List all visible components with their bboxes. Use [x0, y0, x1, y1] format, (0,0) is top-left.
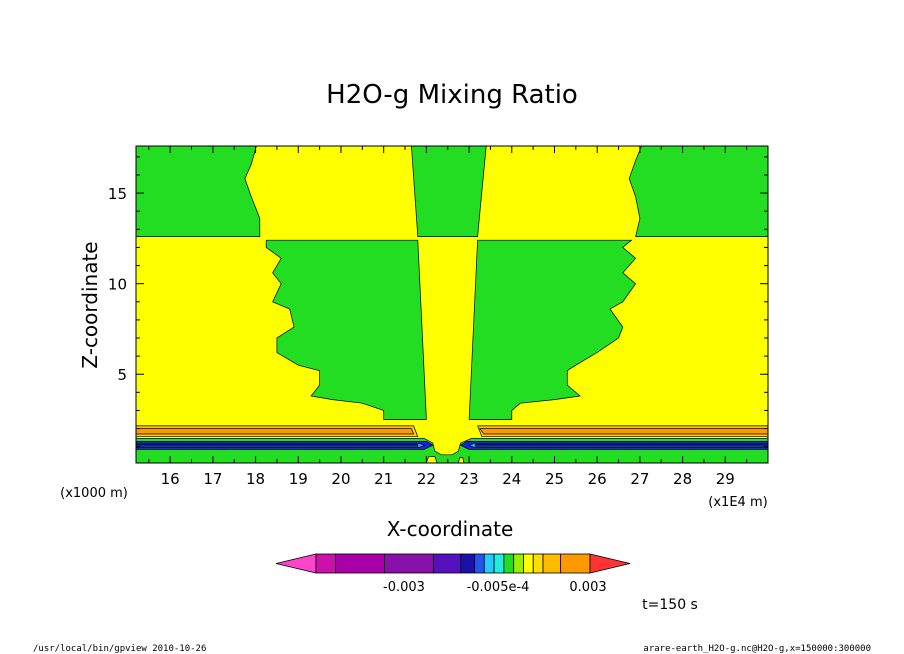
colorbar-over [589, 553, 631, 574]
contour-plot: 16 17 18 19 20 21 22 23 24 25 26 27 28 29 5 10 15 [108, 145, 769, 488]
contour-region-4 [468, 239, 637, 420]
footer-right: arare-earth_H2O-g.nc@H2O-g,x=150000:3000… [643, 644, 871, 654]
x-tick-label: 24 [502, 470, 521, 488]
colorbar-cell [503, 553, 515, 574]
y-tick-label: 15 [108, 185, 127, 203]
time-label: t=150 s [642, 597, 698, 613]
x-tick-label: 22 [417, 470, 436, 488]
colorbar-cell [560, 553, 591, 574]
plot-frame [135, 145, 769, 464]
contour-region-15 [475, 444, 768, 447]
x-tick-label: 20 [331, 470, 350, 488]
contour-region-1 [411, 146, 487, 237]
contour-region-0 [136, 146, 261, 237]
x-tick-label: 16 [161, 470, 180, 488]
contour-region-7 [136, 428, 415, 435]
colorbar-under [275, 553, 317, 574]
colorbar-cell [513, 553, 524, 574]
x-tick-label: 25 [545, 470, 564, 488]
colorbar-label-mid: -0.005e-4 [467, 580, 530, 595]
x-tick-label: 28 [673, 470, 692, 488]
contour-region-3 [265, 239, 427, 420]
x-tick-label: 26 [588, 470, 607, 488]
y-tick-label: 5 [117, 366, 127, 384]
x-tick-label: 18 [246, 470, 265, 488]
colorbar-cell [532, 553, 544, 574]
x-tick-label: 23 [460, 470, 479, 488]
colorbar-cell [523, 553, 534, 574]
colorbar-cell [384, 553, 434, 574]
x-tick-label: 21 [374, 470, 393, 488]
colorbar-cell [315, 553, 336, 574]
colorbar-cell [474, 553, 485, 574]
colorbar-cell [493, 553, 505, 574]
colorbar-cell [483, 553, 495, 574]
chart-title: H2O-g Mixing Ratio [326, 80, 578, 110]
y-axis-unit: (x1000 m) [60, 486, 128, 501]
colorbar-cell [433, 553, 462, 574]
x-tick-label: 27 [630, 470, 649, 488]
colorbar-cell [335, 553, 385, 574]
colorbar-cell [460, 553, 475, 574]
colorbar-label-low: -0.003 [383, 580, 425, 595]
y-tick-label: 10 [108, 276, 127, 294]
contour-region-14 [136, 444, 419, 447]
x-tick-label: 29 [716, 470, 735, 488]
y-axis-label: Z-coordinate [78, 241, 102, 368]
footer-left: /usr/local/bin/gpview 2010-10-26 [33, 644, 206, 654]
colorbar-cell [542, 553, 562, 574]
colorbar [275, 553, 631, 574]
colorbar-label-high: 0.003 [569, 580, 606, 595]
contour-region-17 [458, 457, 465, 463]
x-axis-label: X-coordinate [387, 517, 514, 541]
x-axis-unit: (x1E4 m) [708, 495, 767, 510]
contour-region-16 [426, 456, 438, 463]
contour-region-8 [479, 428, 768, 435]
x-tick-label: 19 [289, 470, 308, 488]
contour-region-2 [628, 146, 768, 237]
x-tick-label: 17 [203, 470, 222, 488]
